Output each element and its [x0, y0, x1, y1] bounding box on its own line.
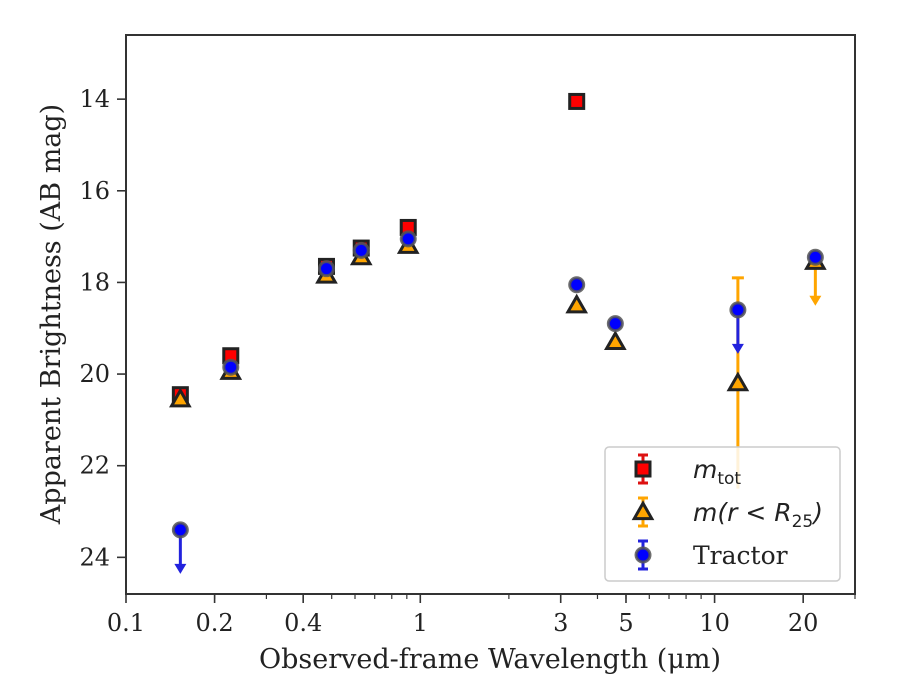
circle-marker [399, 230, 417, 248]
y-tick-label: 24 [79, 543, 110, 571]
upper-limit-arrowhead [809, 295, 822, 306]
y-axis-label: Apparent Brightness (AB mag) [36, 104, 67, 525]
circle-marker [222, 358, 240, 376]
y-tick-label: 18 [79, 268, 110, 296]
circle-marker [317, 260, 335, 278]
x-tick-label: 5 [618, 609, 633, 637]
circle-marker [729, 301, 747, 319]
legend-label: m(r < R25) [693, 498, 823, 532]
legend-box [604, 446, 841, 582]
circle-marker [806, 248, 824, 266]
x-tick-label: 1 [413, 609, 428, 637]
square-marker [568, 92, 586, 110]
legend-label-subscript: 25 [792, 512, 814, 532]
legend-label-tail: ) [811, 498, 823, 527]
circle-marker [352, 241, 370, 259]
legend-label-base: m(r < R [693, 498, 792, 527]
upper-limit-arrowhead [731, 343, 744, 354]
circle-marker [634, 546, 652, 564]
legend: mtot m(r < R25) Tractor [604, 446, 841, 582]
circle-marker [568, 276, 586, 294]
triangle-marker [604, 330, 627, 351]
series-circle [171, 230, 824, 574]
x-tick-label: 0.2 [196, 609, 234, 637]
legend-label-subscript: tot [717, 469, 741, 489]
y-tick-label: 22 [79, 452, 110, 480]
y-tick-label: 14 [79, 85, 110, 113]
y-tick-label: 16 [79, 177, 110, 205]
y-tick-label: 20 [79, 360, 110, 388]
triangle-marker [726, 371, 750, 392]
x-tick-label: 3 [553, 609, 568, 637]
circle-marker [606, 315, 624, 333]
axis-ticks: 0.1 0.2 0.4 1 3 5 10 20 14 16 18 20 22 24 [79, 85, 856, 637]
x-axis-label: Observed-frame Wavelength (μm) [259, 644, 721, 675]
data-marks [169, 92, 827, 574]
plot-frame [125, 34, 856, 595]
upper-limit-arrowhead [174, 563, 187, 574]
legend-label-base: m [693, 455, 717, 484]
circle-marker [171, 521, 189, 539]
x-tick-label: 20 [788, 609, 819, 637]
x-tick-label: 10 [699, 609, 730, 637]
triangle-marker [565, 293, 589, 314]
x-tick-label: 0.4 [284, 609, 322, 637]
square-marker [634, 460, 652, 478]
x-tick-label: 0.1 [107, 609, 145, 637]
triangle-marker [631, 500, 655, 521]
triangle-marker [169, 387, 192, 408]
legend-label: mtot [693, 455, 741, 489]
legend-label: Tractor [693, 541, 788, 570]
